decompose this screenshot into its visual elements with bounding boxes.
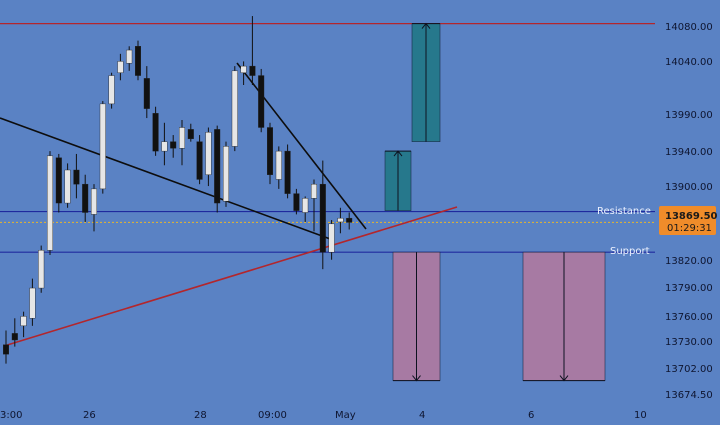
candle-body xyxy=(337,217,344,223)
candle-body xyxy=(11,333,18,341)
candle-body xyxy=(346,217,353,223)
y-tick-label: 13820.00 xyxy=(665,256,713,267)
candle-body xyxy=(152,113,159,152)
y-tick-label: 13790.00 xyxy=(665,283,713,294)
candle-body xyxy=(319,183,326,253)
candle-body xyxy=(108,75,115,105)
y-tick-label: 14040.00 xyxy=(665,57,713,68)
candle-body xyxy=(178,127,185,149)
resistance-label: Resistance xyxy=(597,206,651,217)
candle-body xyxy=(258,75,265,128)
candle-body xyxy=(161,141,168,152)
y-tick-label: 13702.00 xyxy=(665,364,713,375)
projection-boxes xyxy=(384,22,606,382)
candle-body xyxy=(249,65,256,76)
candle-body xyxy=(302,198,309,213)
candle-body xyxy=(38,250,45,289)
candle-body xyxy=(170,141,177,149)
price-badge-bg xyxy=(659,206,716,235)
x-tick-label: May xyxy=(335,410,356,421)
x-tick-label: 28 xyxy=(194,410,207,421)
candle-body xyxy=(47,155,54,251)
y-tick-label: 13940.00 xyxy=(665,147,713,158)
support-label: Support xyxy=(610,246,650,257)
current-price-badge: 13869.50 01:29:31 xyxy=(659,206,718,235)
x-tick-label: 09:00 xyxy=(258,410,287,421)
candles xyxy=(3,16,353,364)
candle-body xyxy=(196,141,203,180)
candle-body xyxy=(293,193,300,211)
candle-body xyxy=(275,150,282,180)
y-tick-label: 13990.00 xyxy=(665,110,713,121)
candle-body xyxy=(134,46,141,76)
bar-countdown: 01:29:31 xyxy=(667,223,712,234)
candle-body xyxy=(126,49,133,64)
x-axis: 3:00 26 28 09:00 May 4 6 10 xyxy=(0,410,647,421)
x-tick-label: 3:00 xyxy=(0,410,22,421)
candle-body xyxy=(99,103,106,190)
x-tick-label: 10 xyxy=(634,410,647,421)
y-axis: 14080.00 14040.00 13990.00 13940.00 1390… xyxy=(665,22,713,401)
x-tick-label: 4 xyxy=(419,410,425,421)
candle-body xyxy=(187,129,194,140)
candle-body xyxy=(73,169,80,185)
candle-body xyxy=(29,287,36,319)
candle-body xyxy=(205,132,212,175)
y-tick-label: 13760.00 xyxy=(665,312,713,323)
candle-body xyxy=(214,129,221,204)
candle-body xyxy=(82,183,89,213)
candle-body xyxy=(284,150,291,194)
x-tick-label: 26 xyxy=(83,410,96,421)
y-tick-label: 13900.00 xyxy=(665,182,713,193)
candle-body xyxy=(55,157,62,204)
candle-body xyxy=(328,223,335,253)
y-tick-label: 13730.00 xyxy=(665,337,713,348)
x-tick-label: 6 xyxy=(528,410,534,421)
candle-body xyxy=(143,78,150,109)
candle-body xyxy=(3,344,9,355)
candle-body xyxy=(117,61,124,73)
candle-body xyxy=(240,65,247,73)
descending-trendline xyxy=(0,117,334,241)
candle-body xyxy=(267,127,274,175)
candle-body xyxy=(90,188,97,215)
candle-body xyxy=(222,146,229,202)
candle-body xyxy=(231,70,238,147)
candle-body xyxy=(64,169,71,204)
y-tick-label: 14080.00 xyxy=(665,22,713,33)
current-price: 13869.50 xyxy=(665,211,718,222)
ascending-trendline xyxy=(3,206,458,347)
candle-body xyxy=(20,316,27,327)
y-tick-label: 13674.50 xyxy=(665,390,713,401)
candle-body xyxy=(311,183,318,199)
